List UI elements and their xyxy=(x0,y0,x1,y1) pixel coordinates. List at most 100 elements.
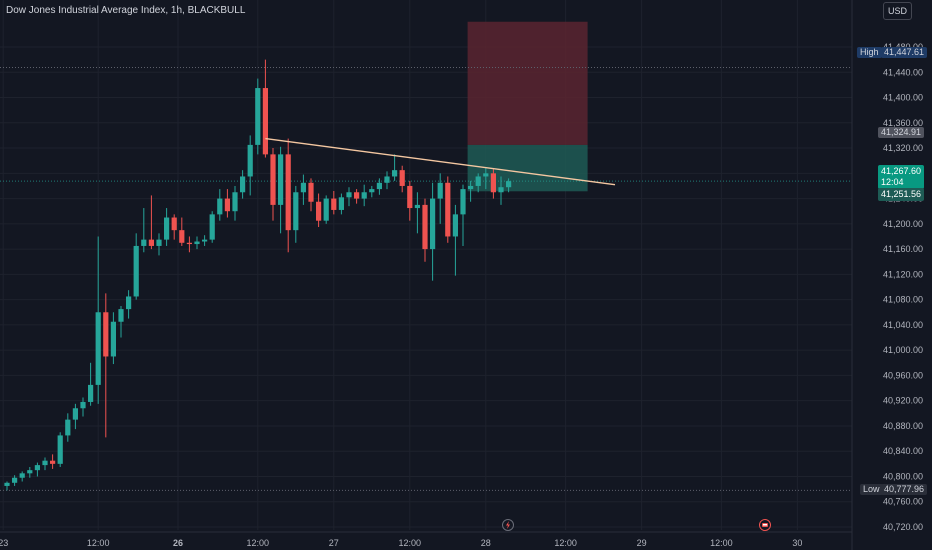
candle-body xyxy=(118,309,124,322)
candle-body xyxy=(483,173,489,177)
candle-body xyxy=(156,239,162,246)
candle-body xyxy=(255,88,261,145)
candle-body xyxy=(80,401,86,409)
candle-body xyxy=(475,176,481,186)
candle-body xyxy=(164,217,170,240)
x-tick-label: 28 xyxy=(481,538,491,548)
candle-body xyxy=(369,189,375,193)
trendline xyxy=(265,137,616,186)
candle-body xyxy=(141,239,147,246)
y-tick-label: 41,320.00 xyxy=(883,143,923,153)
x-tick-label: 26 xyxy=(173,538,183,548)
candle-body xyxy=(498,187,504,193)
candle-body xyxy=(422,204,428,250)
y-tick-label: 40,800.00 xyxy=(883,471,923,481)
candle-body xyxy=(171,217,177,231)
y-tick-label: 41,440.00 xyxy=(883,67,923,77)
y-tick-label: 41,360.00 xyxy=(883,118,923,128)
candle-body xyxy=(65,419,71,436)
candle-body xyxy=(34,465,40,471)
candle-body xyxy=(437,182,443,199)
candle-body xyxy=(407,185,413,209)
candle-body xyxy=(293,192,299,231)
candle-body xyxy=(194,241,200,245)
x-tick-label: 12:00 xyxy=(87,538,110,548)
candle-body xyxy=(468,185,474,190)
flag-icon[interactable] xyxy=(759,519,771,531)
y-tick-label: 40,960.00 xyxy=(883,370,923,380)
candle-body xyxy=(19,473,25,478)
countdown-value: 12:04 xyxy=(881,177,904,187)
x-tick-label: 12:00 xyxy=(247,538,270,548)
candle-body xyxy=(4,482,10,486)
x-tick-label: 12:00 xyxy=(554,538,577,548)
candle-body xyxy=(452,214,458,237)
candle-body xyxy=(209,214,215,240)
y-tick-label: 41,400.00 xyxy=(883,93,923,103)
current-price-value: 41,267.60 xyxy=(881,166,922,176)
y-tick-label: 41,000.00 xyxy=(883,345,923,355)
chart-title: Dow Jones Industrial Average Index, 1h, … xyxy=(6,5,246,16)
candle-body xyxy=(240,176,246,193)
candle-body xyxy=(285,154,291,231)
lightning-icon[interactable] xyxy=(502,519,514,531)
candle-body xyxy=(338,197,344,210)
x-tick-label: 30 xyxy=(792,538,802,548)
y-tick-label: 41,120.00 xyxy=(883,269,923,279)
stop-price-tag: 41,251.56 xyxy=(878,188,925,201)
currency-button[interactable]: USD xyxy=(883,2,912,20)
candle-body xyxy=(399,170,405,186)
y-tick-label: 41,080.00 xyxy=(883,295,923,305)
candle-body xyxy=(50,460,56,464)
candle-body xyxy=(354,192,360,199)
y-tick-label: 40,920.00 xyxy=(883,396,923,406)
y-tick-label: 41,040.00 xyxy=(883,320,923,330)
candle-body xyxy=(490,173,496,193)
x-tick-label: 12:00 xyxy=(710,538,733,548)
candle-body xyxy=(316,201,322,221)
y-tick-label: 40,880.00 xyxy=(883,421,923,431)
x-tick-label: 23 xyxy=(0,538,8,548)
candle-body xyxy=(42,460,48,466)
candle-body xyxy=(262,88,268,155)
candle-body xyxy=(361,192,367,199)
candle-body xyxy=(88,384,94,402)
candle-body xyxy=(224,198,230,212)
candle-body xyxy=(202,239,208,242)
candle-body xyxy=(103,312,109,357)
candle-body xyxy=(27,470,33,474)
candle-body xyxy=(300,182,306,193)
candle-body xyxy=(331,198,337,210)
candle-body xyxy=(460,189,466,215)
candle-body xyxy=(133,245,139,297)
candle-body xyxy=(506,181,512,188)
candle-body xyxy=(148,239,154,246)
candle-body xyxy=(392,170,398,177)
candle-body xyxy=(179,230,185,243)
low-value-tag: 40,777.96 xyxy=(881,484,928,495)
candle-body xyxy=(384,176,390,183)
candle-body xyxy=(270,154,276,205)
candle-body xyxy=(346,192,352,198)
candle-body xyxy=(323,198,329,221)
x-tick-label: 12:00 xyxy=(399,538,422,548)
candle-body xyxy=(126,296,132,310)
y-tick-label: 40,720.00 xyxy=(883,522,923,532)
candle-body xyxy=(232,192,238,212)
candle-body xyxy=(217,198,223,215)
candle-body xyxy=(445,182,451,237)
y-tick-label: 41,200.00 xyxy=(883,219,923,229)
low-label-tag: Low xyxy=(860,484,883,495)
x-tick-label: 27 xyxy=(329,538,339,548)
current-price-tag: 41,267.60 12:04 xyxy=(878,165,925,189)
candle-body xyxy=(95,312,101,385)
candle-body xyxy=(12,477,18,483)
candle-body xyxy=(414,204,420,209)
candle-body xyxy=(72,408,78,420)
candle-body xyxy=(57,435,63,464)
y-tick-label: 40,760.00 xyxy=(883,497,923,507)
candle-body xyxy=(186,242,192,245)
y-tick-label: 40,840.00 xyxy=(883,446,923,456)
marker-value-tag: 41,324.91 xyxy=(878,127,925,138)
